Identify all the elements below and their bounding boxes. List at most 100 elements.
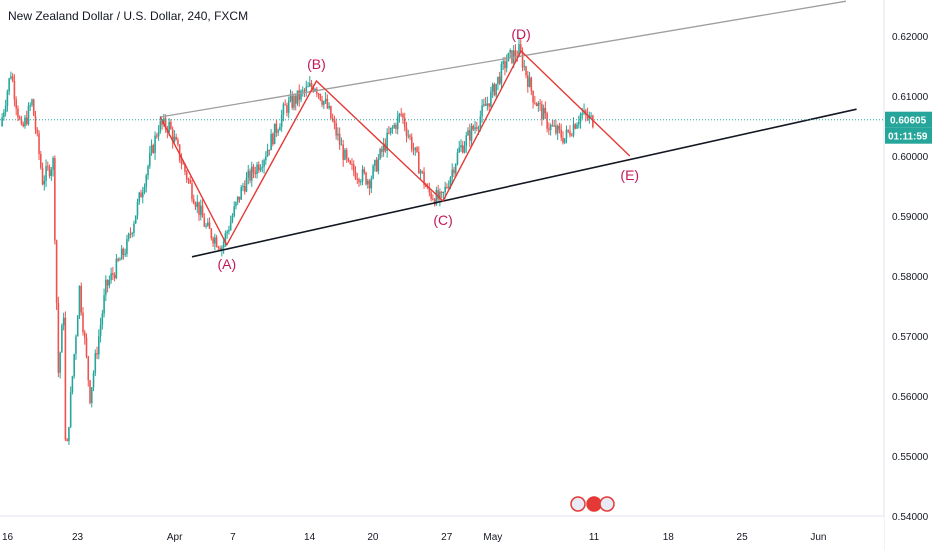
- wave-label: (C): [433, 212, 452, 228]
- candle-body: [54, 158, 56, 241]
- candle-body: [173, 136, 176, 143]
- candle-body: [178, 144, 181, 161]
- candle-body: [159, 121, 162, 132]
- candle-body: [245, 177, 248, 192]
- candle-body: [374, 160, 376, 166]
- candle-body: [330, 106, 332, 119]
- candle-body: [567, 129, 570, 132]
- candle-body: [481, 105, 483, 117]
- candle-body: [110, 273, 112, 281]
- x-tick-label: 25: [737, 532, 749, 543]
- candle-body: [592, 115, 594, 128]
- candle-body: [117, 258, 119, 261]
- candle-body: [270, 133, 272, 151]
- candle-body: [38, 133, 40, 155]
- candle-body: [199, 205, 202, 215]
- candle-body: [377, 158, 380, 172]
- candle-body: [254, 172, 257, 175]
- y-tick-label: 0.55000: [892, 452, 929, 463]
- candle-body: [192, 199, 195, 204]
- candle-body: [52, 158, 54, 170]
- candle-body: [365, 172, 367, 185]
- candle-body: [393, 124, 395, 128]
- candle-body: [242, 186, 244, 188]
- candle-body: [203, 217, 206, 227]
- candle-body: [214, 237, 216, 244]
- candle-body: [96, 353, 98, 355]
- x-tick-label: 23: [72, 532, 84, 543]
- economic-events[interactable]: [570, 496, 615, 512]
- candle-body: [321, 100, 323, 105]
- upper-trendline: [160, 0, 847, 118]
- candle-body: [29, 105, 32, 107]
- candle-body: [586, 114, 589, 119]
- candle-body: [50, 169, 53, 176]
- candle-body: [106, 279, 109, 286]
- candle-body: [45, 166, 47, 181]
- candle-body: [435, 190, 438, 205]
- lower-trendline: [191, 108, 857, 258]
- candle-body: [331, 118, 334, 121]
- candle-body: [157, 131, 160, 137]
- candle-body: [145, 175, 148, 188]
- candle-body: [312, 87, 315, 92]
- candle-body: [164, 118, 167, 129]
- candle-body: [148, 152, 151, 167]
- candle-body: [258, 164, 260, 171]
- candle-body: [177, 139, 179, 145]
- candle-body: [171, 129, 174, 143]
- candle-body: [525, 66, 527, 76]
- candle-body: [233, 206, 235, 217]
- candle-body: [75, 336, 77, 355]
- candle-body: [530, 77, 533, 91]
- candle-body: [256, 164, 258, 175]
- candle-body: [442, 192, 445, 194]
- candle-body: [523, 66, 526, 68]
- candle-body: [432, 198, 434, 200]
- candle-body: [250, 166, 253, 181]
- candle-body: [108, 280, 111, 286]
- candle-body: [8, 78, 10, 92]
- candle-body: [472, 125, 475, 130]
- candle-body: [180, 160, 183, 164]
- candle-body: [101, 313, 104, 325]
- candle-body: [17, 108, 19, 118]
- candle-body: [324, 98, 327, 102]
- wave-label: (B): [307, 56, 326, 72]
- candle-body: [265, 156, 267, 161]
- candle-body: [430, 192, 432, 199]
- candle-body: [212, 238, 214, 244]
- last-price-value: 0.60605: [890, 116, 927, 127]
- candle-body: [526, 75, 529, 87]
- candle-body: [249, 170, 251, 181]
- candle-body: [437, 190, 439, 200]
- candle-body: [73, 354, 75, 377]
- candle-body: [389, 127, 392, 134]
- candle-body: [507, 52, 510, 62]
- y-tick-label: 0.58000: [892, 272, 929, 283]
- candle-body: [189, 179, 192, 184]
- candle-body: [555, 125, 557, 134]
- candle-body: [94, 353, 97, 374]
- candle-body: [87, 356, 90, 381]
- elliott-wave-pattern: (A) (B) (C) (D) (E): [159, 26, 639, 272]
- candle-body: [316, 88, 318, 94]
- candle-body: [198, 201, 200, 215]
- candle-body: [500, 63, 503, 84]
- candle-body: [402, 113, 404, 118]
- candle-body: [196, 201, 199, 207]
- candle-body: [398, 113, 401, 117]
- candle-body: [491, 84, 494, 92]
- candle-body: [261, 166, 264, 168]
- candle-body: [368, 180, 371, 189]
- time-axis[interactable]: 16 23 Apr 7 14 20 27 May 11 18 25 Jun: [0, 515, 884, 550]
- candle-body: [407, 135, 410, 137]
- candle-body: [349, 160, 352, 164]
- x-tick-label: 20: [367, 532, 379, 543]
- candle-body: [305, 86, 308, 92]
- candle-body: [34, 115, 37, 130]
- price-axis[interactable]: 0.62000 0.61000 0.60000 0.59000 0.58000 0.570…: [883, 0, 932, 550]
- candle-body: [240, 187, 243, 200]
- candle-body: [215, 237, 218, 247]
